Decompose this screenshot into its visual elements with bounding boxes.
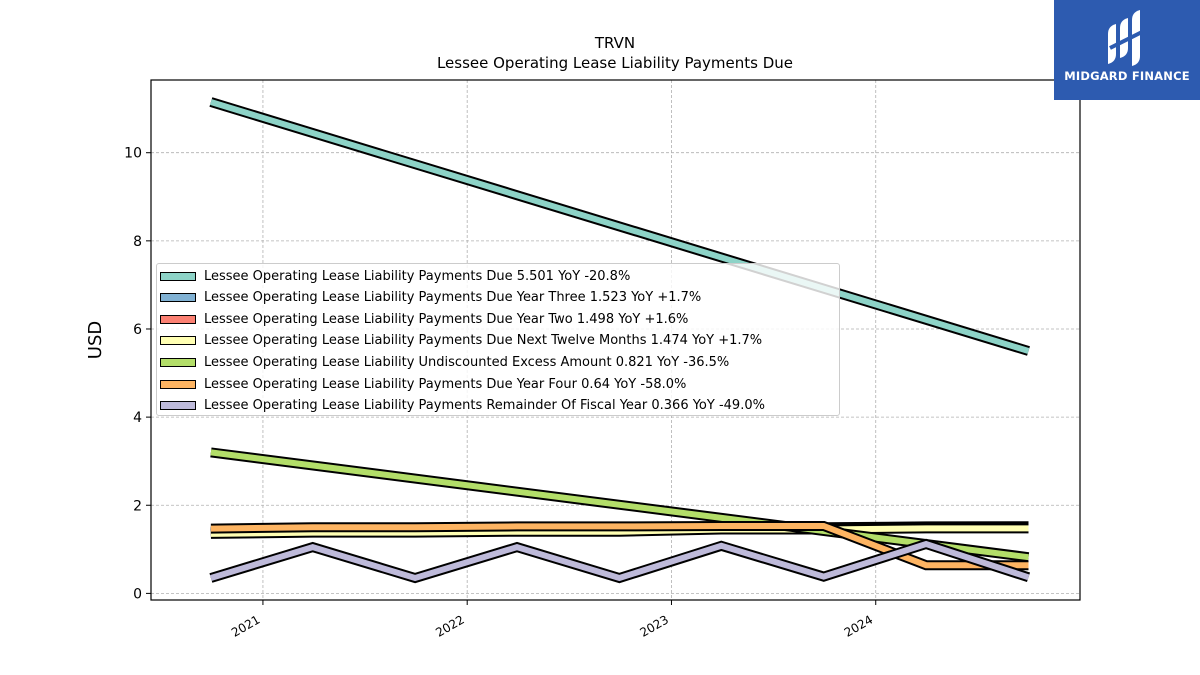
legend-item: Lessee Operating Lease Liability Payment… (157, 266, 630, 286)
legend-swatch (160, 357, 196, 367)
y-tick-label: 8 (133, 234, 142, 250)
legend-label: Lessee Operating Lease Liability Undisco… (204, 354, 730, 370)
legend-item: Lessee Operating Lease Liability Undisco… (157, 352, 729, 372)
plot-frame (150, 79, 1081, 601)
legend-swatch (160, 336, 196, 346)
legend-swatch (160, 271, 196, 281)
logo-mark-icon (1108, 10, 1143, 66)
legend-label: Lessee Operating Lease Liability Payment… (204, 376, 687, 392)
legend-swatch (160, 401, 196, 411)
legend-item: Lessee Operating Lease Liability Payment… (157, 374, 686, 394)
y-tick-label: 6 (133, 322, 142, 338)
legend-label: Lessee Operating Lease Liability Payment… (204, 398, 765, 414)
legend-item: Lessee Operating Lease Liability Payment… (157, 331, 762, 351)
chart-title: TRVN (594, 34, 635, 52)
series-line (210, 525, 1029, 537)
legend-swatch (160, 314, 196, 324)
x-tick-label: 2024 (842, 612, 875, 639)
y-tick-label: 0 (133, 586, 142, 602)
legend-label: Lessee Operating Lease Liability Payment… (204, 290, 702, 306)
brand-logo: MIDGARD FINANCE (1054, 0, 1200, 100)
y-tick-label: 4 (133, 410, 142, 426)
x-tick-label: 2023 (638, 612, 671, 639)
legend-swatch (160, 379, 196, 389)
legend-swatch (160, 293, 196, 303)
legend-item: Lessee Operating Lease Liability Payment… (157, 288, 701, 308)
y-tick-label: 2 (133, 498, 142, 514)
legend-item: Lessee Operating Lease Liability Payment… (157, 309, 688, 329)
legend-item: Lessee Operating Lease Liability Payment… (157, 396, 765, 416)
x-tick-label: 2022 (433, 612, 466, 639)
series-line (210, 540, 1030, 582)
series-line (210, 99, 1030, 354)
series-line (210, 449, 1029, 561)
chart-legend: Lessee Operating Lease Liability Payment… (156, 263, 840, 416)
legend-label: Lessee Operating Lease Liability Payment… (204, 311, 689, 327)
chart-subtitle: Lessee Operating Lease Liability Payment… (437, 54, 793, 72)
legend-label: Lessee Operating Lease Liability Payment… (204, 268, 631, 284)
logo-text: MIDGARD FINANCE (1064, 69, 1190, 83)
y-tick-label: 10 (124, 146, 142, 162)
y-axis-label: USD (85, 321, 106, 359)
x-tick-label: 2021 (229, 612, 262, 639)
legend-label: Lessee Operating Lease Liability Payment… (204, 333, 763, 349)
